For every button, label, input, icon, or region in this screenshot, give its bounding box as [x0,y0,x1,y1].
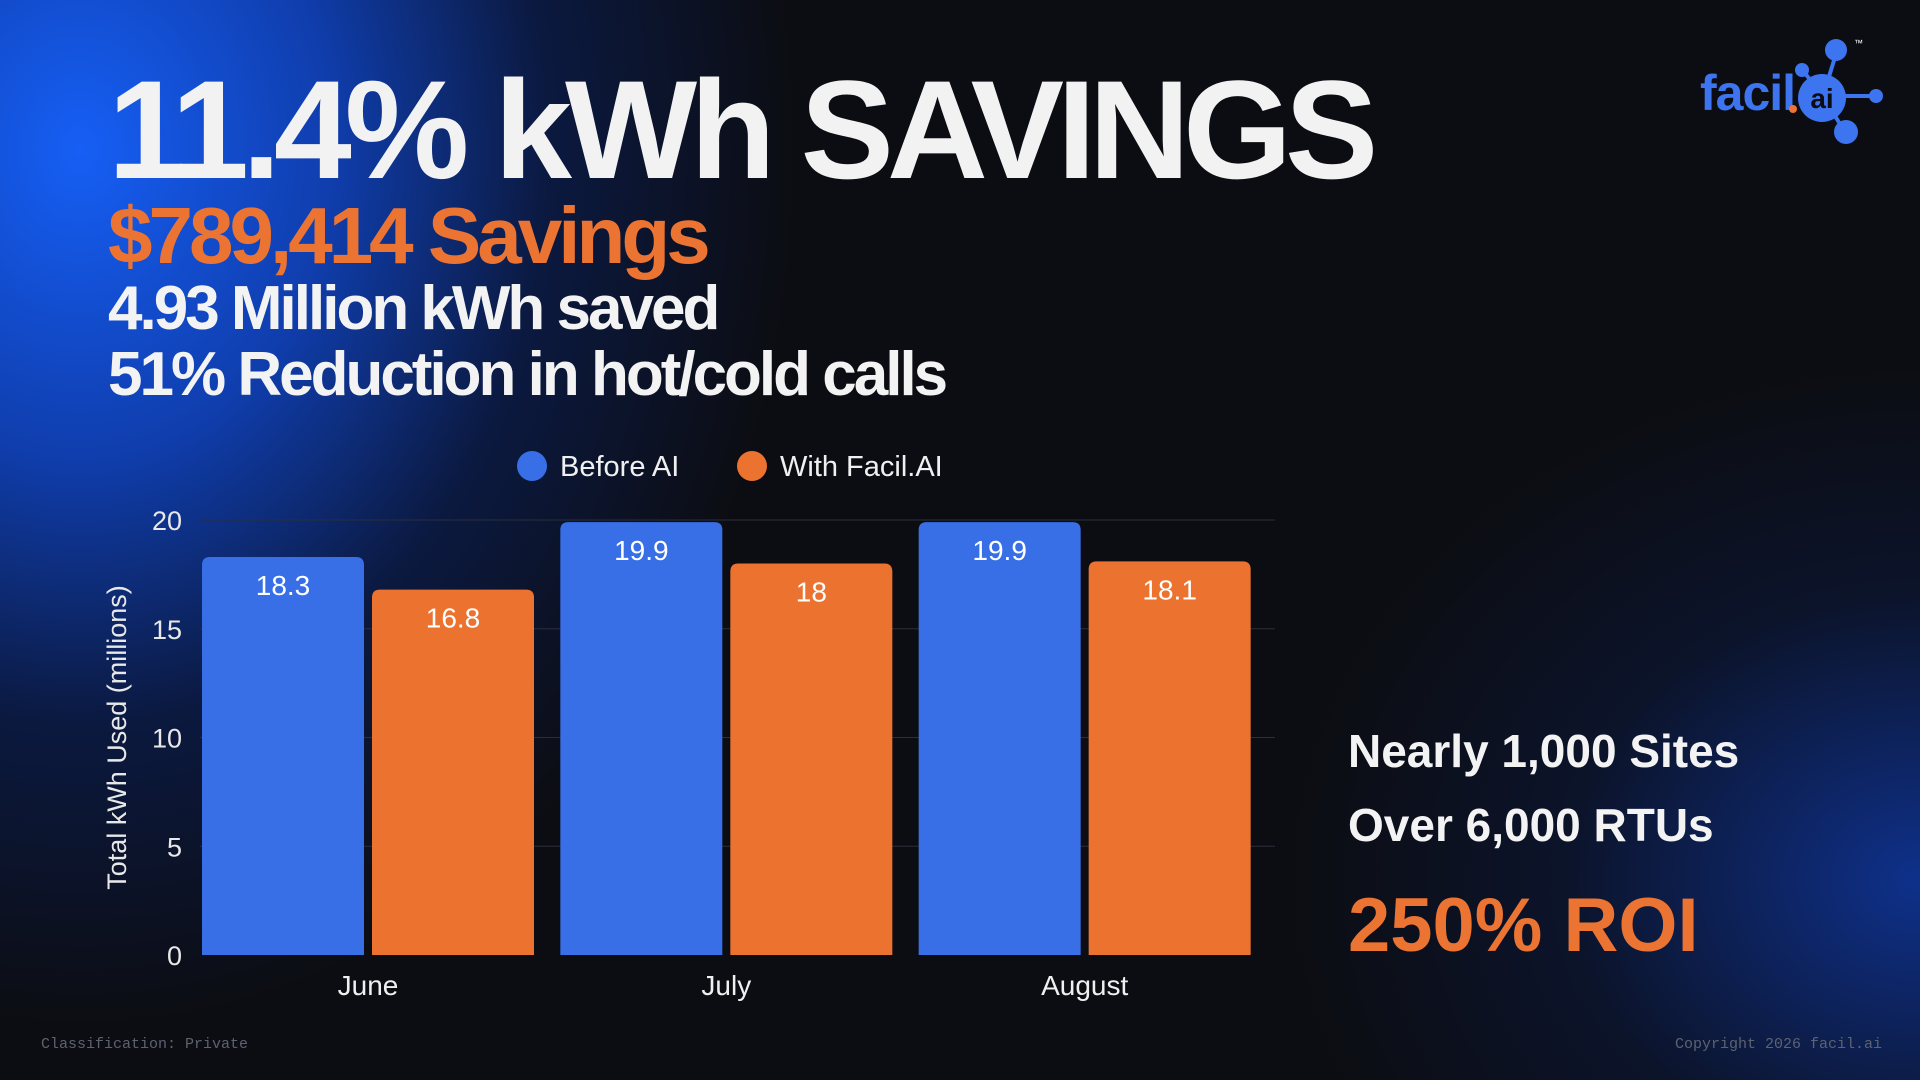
legend-swatch [737,451,767,481]
y-tick-label: 15 [152,615,182,645]
bar-data-label: 19.9 [972,535,1027,566]
copyright-label: Copyright 2026 facil.ai [1674,1036,1882,1053]
bar-data-label: 18.3 [256,570,311,601]
classification-label: Classification: Private [41,1036,249,1053]
bar-with-facil-ai-july [730,563,893,955]
legend-label: Before AI [560,451,679,483]
y-tick-label: 10 [152,724,182,754]
sites-stat: Nearly 1,000 Sites [1348,725,1740,777]
headline: 11.4% kWh SAVINGS [108,51,1378,208]
y-tick-label: 5 [167,832,182,862]
legend-label: With Facil.AI [780,451,943,483]
bar-with-facil-ai-june [372,589,534,955]
y-tick-label: 0 [167,941,182,971]
kwh-saved: 4.93 Million kWh saved [108,274,720,343]
kwh-bar-chart: 0 5 10 15 20 Total kWh Used (millions) Before … [102,451,1275,1001]
bar-data-label: 18 [796,577,827,608]
y-axis-label: Total kWh Used (millions) [102,585,132,890]
bar-before-ai-june [202,556,364,955]
logo-text: facil [1700,65,1796,121]
logo-ai-text: ai [1810,83,1833,114]
rtus-stat: Over 6,000 RTUs [1348,799,1714,851]
x-tick-label: June [338,970,399,1001]
bar-with-facil-ai-august [1088,561,1251,955]
network-nodes-icon: ai ™ [1789,38,1883,144]
y-tick-label: 20 [152,506,182,536]
savings-amount: $789,414 Savings [108,191,711,280]
facil-ai-logo: facil ai ™ [1696,32,1896,152]
bar-before-ai-august [918,522,1081,955]
bar-data-label: 19.9 [614,535,669,566]
bar-before-ai-july [560,522,723,955]
x-tick-label: August [1041,970,1128,1001]
roi-stat: 250% ROI [1348,883,1699,968]
legend-swatch [517,451,547,481]
bar-data-label: 18.1 [1142,574,1197,605]
x-tick-label: July [701,970,751,1001]
calls-reduction: 51% Reduction in hot/cold calls [108,340,948,409]
bar-data-label: 16.8 [426,603,481,634]
logo-trademark: ™ [1854,38,1863,48]
